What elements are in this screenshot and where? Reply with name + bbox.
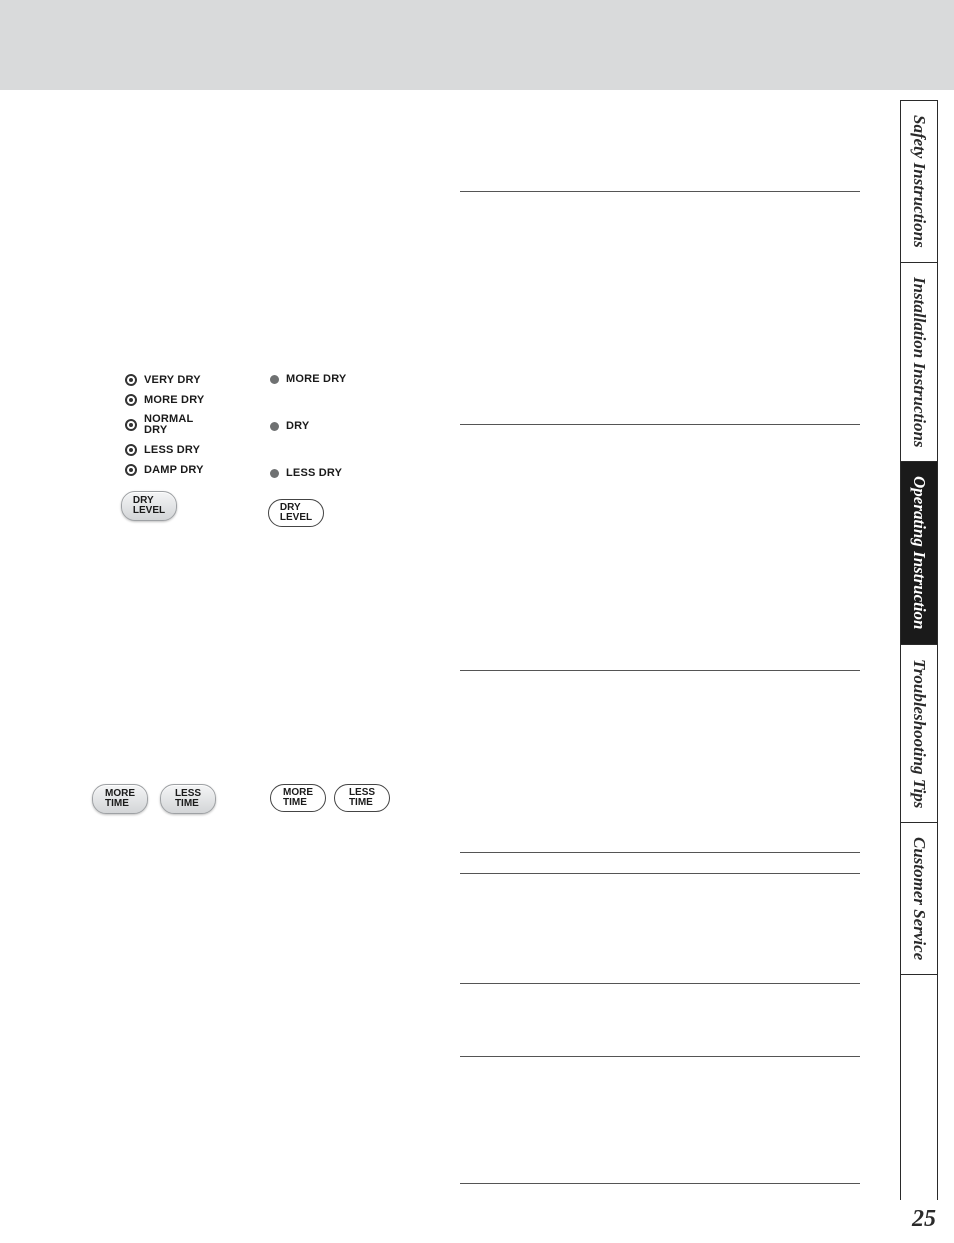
dry-level-panel-b: MORE DRY DRY LESS DRY DRY LEVEL <box>270 374 346 527</box>
option-label: NORMAL DRY <box>144 414 193 436</box>
option-label: VERY DRY <box>144 375 201 386</box>
less-time-button[interactable]: LESS TIME <box>334 784 390 812</box>
option-normal-dry: NORMAL DRY <box>125 414 204 436</box>
radio-icon <box>125 394 137 406</box>
option-dry: DRY <box>270 421 346 432</box>
option-label: DRY <box>286 421 309 432</box>
radio-icon <box>125 419 137 431</box>
divider <box>460 670 860 671</box>
radio-icon <box>270 469 279 478</box>
option-less-dry: LESS DRY <box>125 444 204 456</box>
option-label: MORE DRY <box>286 374 346 385</box>
tab-operating-instruction[interactable]: Operating Instruction <box>901 462 937 645</box>
option-label: MORE DRY <box>144 395 204 406</box>
time-panel-a: MORE TIME LESS TIME <box>92 784 216 814</box>
divider <box>460 424 860 425</box>
option-label: DAMP DRY <box>144 465 204 476</box>
tab-troubleshooting-tips[interactable]: Troubleshooting Tips <box>901 645 937 823</box>
radio-icon <box>270 375 279 384</box>
divider <box>460 852 860 853</box>
option-label: LESS DRY <box>286 468 342 479</box>
header-bar <box>0 0 954 90</box>
time-panel-b: MORE TIME LESS TIME <box>270 784 390 812</box>
dry-level-button[interactable]: DRY LEVEL <box>121 491 177 521</box>
page-body: Safety Instructions Installation Instruc… <box>0 90 954 1243</box>
divider <box>460 1183 860 1184</box>
tab-safety-instructions[interactable]: Safety Instructions <box>901 101 937 263</box>
option-less-dry: LESS DRY <box>270 468 346 479</box>
option-very-dry: VERY DRY <box>125 374 204 386</box>
more-time-button[interactable]: MORE TIME <box>92 784 148 814</box>
divider <box>460 191 860 192</box>
option-damp-dry: DAMP DRY <box>125 464 204 476</box>
tab-customer-service[interactable]: Customer Service <box>901 823 937 975</box>
section-tabs: Safety Instructions Installation Instruc… <box>900 100 938 1200</box>
less-time-button[interactable]: LESS TIME <box>160 784 216 814</box>
radio-icon <box>125 374 137 386</box>
page-number: 25 <box>912 1206 936 1233</box>
option-label: LESS DRY <box>144 445 200 456</box>
more-time-button[interactable]: MORE TIME <box>270 784 326 812</box>
tab-installation-instructions[interactable]: Installation Instructions <box>901 263 937 463</box>
option-more-dry: MORE DRY <box>270 374 346 385</box>
radio-icon <box>270 422 279 431</box>
option-more-dry: MORE DRY <box>125 394 204 406</box>
divider <box>460 983 860 984</box>
divider <box>460 1056 860 1057</box>
dry-level-panel-a: VERY DRY MORE DRY NORMAL DRY LESS DRY DA… <box>125 374 204 521</box>
radio-icon <box>125 464 137 476</box>
dry-level-button[interactable]: DRY LEVEL <box>268 499 324 527</box>
radio-icon <box>125 444 137 456</box>
divider <box>460 873 860 874</box>
